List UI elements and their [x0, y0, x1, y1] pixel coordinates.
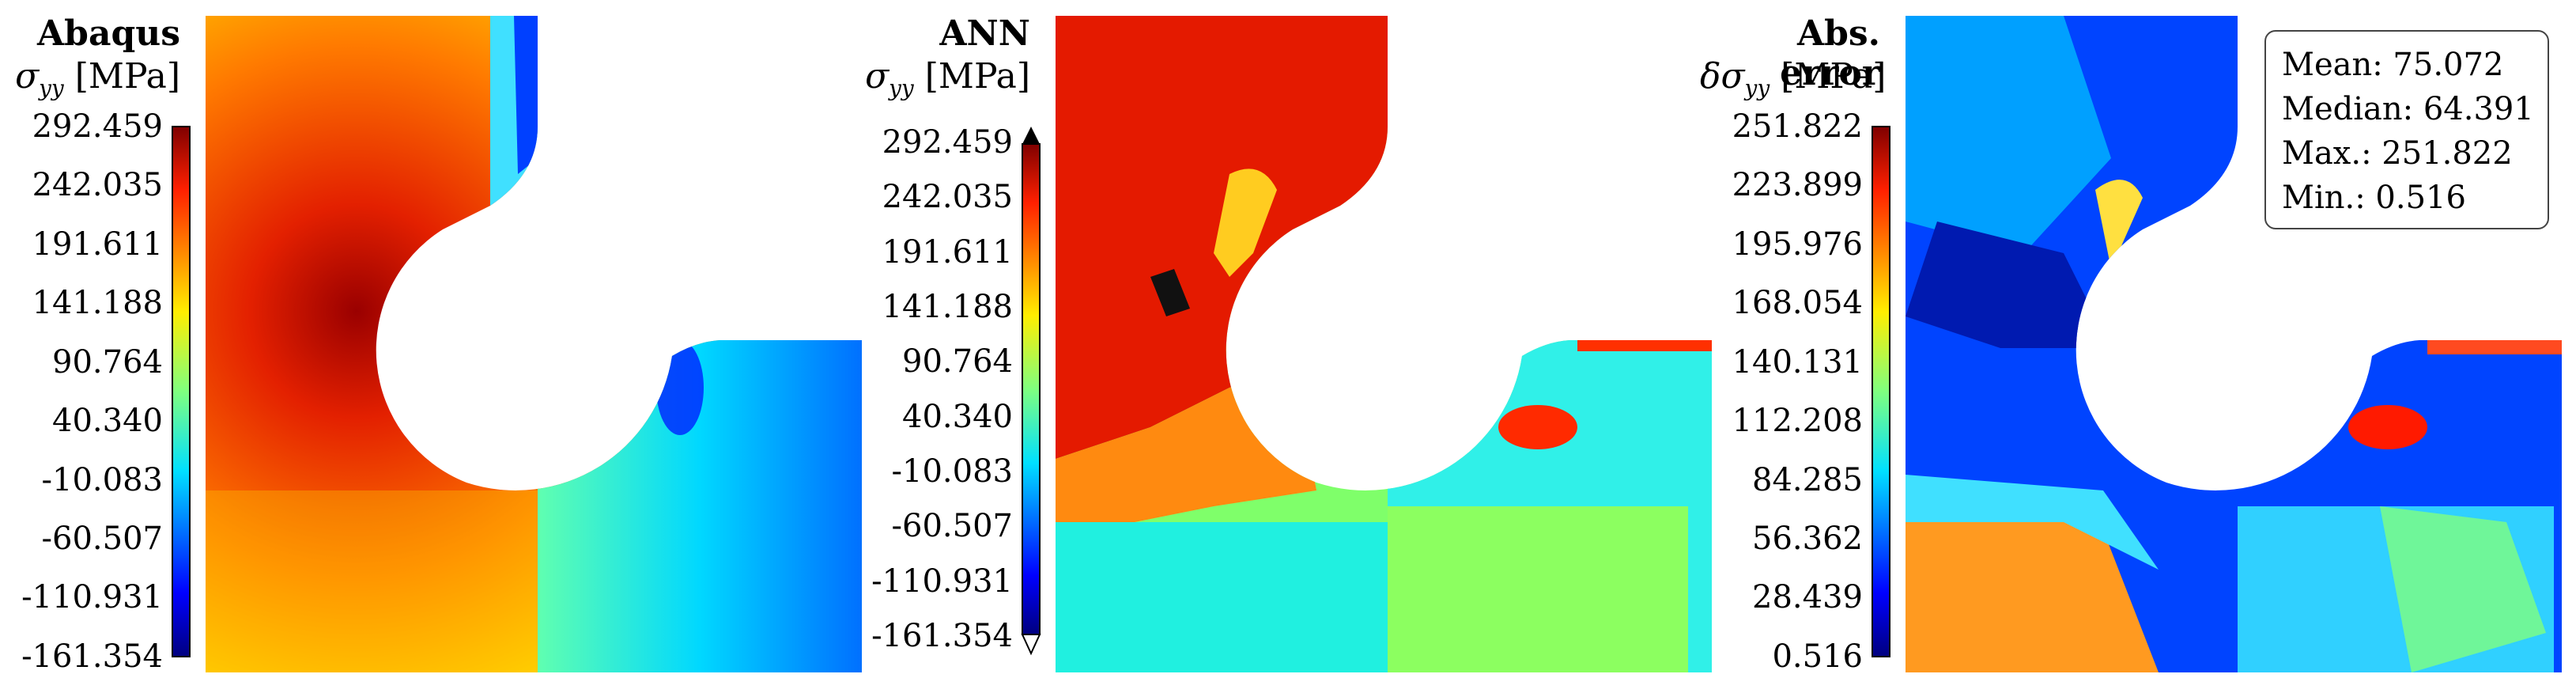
tick-label: -60.507: [891, 508, 1013, 545]
colorbar-title: ANN: [939, 13, 1030, 54]
colorbar-ticks: 292.459 242.035 191.611 141.188 90.764 4…: [0, 111, 163, 672]
tick-label: -110.931: [21, 579, 163, 616]
tick-label: 90.764: [52, 343, 163, 381]
colorbar-title: Abaqus: [37, 13, 180, 54]
tick-label: 28.439: [1752, 579, 1863, 616]
panel-ann: ANN σyy [MPa] 292.459 242.035 191.611 14…: [850, 0, 1712, 693]
tick-label: 84.285: [1752, 461, 1863, 498]
stat-mean: Mean: 75.072: [2282, 47, 2504, 83]
colorbar-unit: σyy [MPa]: [865, 56, 1030, 101]
tick-label: 168.054: [1732, 285, 1863, 322]
tick-label: 141.188: [32, 285, 163, 322]
tick-label: -110.931: [871, 562, 1013, 600]
tick-label: 292.459: [882, 124, 1013, 161]
stats-box: Mean: 75.072 Median: 64.391 Max.: 251.82…: [2264, 30, 2549, 229]
tick-label: 56.362: [1752, 521, 1863, 558]
tick-label: 140.131: [1732, 343, 1863, 381]
tick-label: 141.188: [882, 288, 1013, 325]
tick-label: -161.354: [21, 638, 163, 675]
tick-label: 90.764: [902, 343, 1013, 381]
tick-label: -10.083: [891, 453, 1013, 490]
colorbar: [1021, 127, 1041, 656]
tick-label: 112.208: [1732, 403, 1863, 440]
stat-max: Max.: 251.822: [2282, 135, 2513, 172]
colorbar-ticks: 251.822 223.899 195.976 168.054 140.131 …: [1700, 111, 1863, 672]
stat-median: Median: 64.391: [2282, 91, 2534, 127]
contour-plot: [1906, 16, 2562, 672]
tick-label: 195.976: [1732, 225, 1863, 263]
tick-label: 0.516: [1772, 638, 1863, 675]
contour-plot: [206, 16, 862, 672]
tick-label: 40.340: [902, 398, 1013, 435]
tick-label: -10.083: [41, 461, 163, 498]
colorbar-title: Abs. error: [1780, 13, 1880, 93]
panel-abs-error: Abs. error δσyy [MPa] 251.822 223.899 19…: [1700, 0, 2576, 693]
panel-abaqus: Abaqus σyy [MPa] 292.459 242.035 191.611…: [0, 0, 862, 693]
tick-label: 242.035: [32, 167, 163, 204]
tick-label: 223.899: [1732, 167, 1863, 204]
colorbar-ticks: 292.459 242.035 191.611 141.188 90.764 4…: [850, 127, 1013, 652]
tick-label: 242.035: [882, 179, 1013, 216]
tick-label: 40.340: [52, 403, 163, 440]
tick-label: -60.507: [41, 521, 163, 558]
stat-min: Min.: 0.516: [2282, 180, 2466, 216]
colorbar-unit: δσyy [MPa]: [1700, 56, 1887, 101]
tick-label: 191.611: [32, 225, 163, 263]
colorbar: [1872, 126, 1890, 657]
tick-label: 251.822: [1732, 108, 1863, 145]
colorbar: [172, 126, 191, 657]
colorbar-unit: σyy [MPa]: [15, 56, 180, 101]
tick-label: -161.354: [871, 618, 1013, 654]
tick-label: 191.611: [882, 233, 1013, 271]
contour-plot: [1056, 16, 1712, 672]
tick-label: 292.459: [32, 108, 163, 145]
